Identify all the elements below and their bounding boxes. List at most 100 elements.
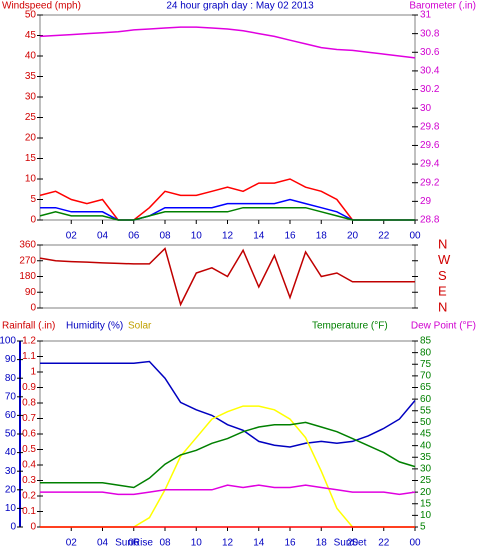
y2-tick-label: 29.4 [420,159,440,170]
series-line [40,421,416,489]
x-tick-label: 10 [191,538,203,549]
y-tick-label: 0.6 [22,429,36,440]
y2-tick-label: E [438,284,447,299]
y2-tick-label: 30.8 [420,28,440,39]
y2-tick-label: W [438,252,451,267]
y-tick-label: 0 [30,215,36,226]
plot-frame [39,14,416,221]
y2-tick-label: 85 [420,336,432,347]
x-tick-label: 06 [128,231,140,242]
y3-tick-label: 70 [5,391,17,402]
y2-tick-label: 15 [420,498,432,509]
x-tick-label: 10 [191,231,203,242]
y2-tick-label: 29 [420,196,432,207]
y-tick-label: 90 [25,287,37,298]
y3-tick-label: 40 [5,447,17,458]
y3-tick-label: 10 [5,503,17,514]
x-tick-label: 16 [284,538,296,549]
y2-tick-label: 45 [420,429,432,440]
y-tick-label: 0.8 [22,398,36,409]
y-tick-label: 1.1 [22,351,36,362]
dewpoint-label: Dew Point (°F) [411,321,476,332]
y-tick-label: 0.2 [22,491,36,502]
y2-tick-label: 55 [420,405,432,416]
solar-label: Solar [128,321,152,332]
y3-tick-label: 80 [5,373,17,384]
x-tick-label: 02 [66,231,78,242]
y3-tick-label: 100 [0,336,16,347]
series-line [39,206,415,221]
x-tick-label: 16 [284,231,296,242]
y2-tick-label: 70 [420,371,432,382]
temperature-label: Temperature (°F) [312,321,388,332]
y2-tick-label: 30.6 [420,47,440,58]
y3-tick-label: 0 [10,522,16,533]
y-tick-label: 20 [25,133,37,144]
y3-tick-label: 60 [5,410,17,421]
y-tick-label: 30 [25,92,37,103]
y-tick-label: 0.7 [22,413,36,424]
y2-tick-label: 75 [420,359,432,370]
y2-tick-label: S [438,268,447,283]
x-tick-label: 14 [253,538,265,549]
y3-tick-label: 20 [5,484,17,495]
y-tick-label: 0.4 [22,460,36,471]
y-tick-label: 360 [19,240,36,251]
y-tick-label: 25 [25,112,37,123]
y2-tick-label: 25 [420,475,432,486]
y2-tick-label: 35 [420,452,432,463]
y2-tick-label: 5 [420,522,426,533]
y2-tick-label: N [438,299,447,314]
y3-tick-label: 30 [5,466,17,477]
rainfall-label: Rainfall (.in) [2,321,55,332]
y2-tick-label: 20 [420,487,432,498]
y2-tick-label: 31 [420,10,432,21]
y2-tick-label: 30 [420,464,432,475]
y-tick-label: 40 [25,51,37,62]
y-tick-label: 5 [30,194,36,205]
series-line [39,247,415,307]
sunrise-label: SunRise [115,538,153,549]
y2-tick-label: 29.6 [420,140,440,151]
x-tick-label: 08 [159,231,171,242]
y3-tick-label: 50 [5,429,17,440]
y-tick-label: 1 [30,367,36,378]
y-tick-label: 0.3 [22,475,36,486]
x-tick-label: 18 [316,231,328,242]
y-tick-label: 45 [25,30,37,41]
x-tick-label: 18 [316,538,328,549]
sunset-label: SunSet [334,538,367,549]
y-tick-label: 35 [25,71,37,82]
y2-tick-label: 30.4 [420,66,440,77]
y2-tick-label: 65 [420,382,432,393]
y-tick-label: 50 [25,10,37,21]
y-tick-label: 270 [19,255,36,266]
y-tick-label: 1.2 [22,336,36,347]
y-tick-label: 0 [30,303,36,314]
series-line [40,360,416,448]
series-line [39,26,416,59]
y-tick-label: 10 [25,174,37,185]
x-tick-label: 22 [378,231,390,242]
windspeed-label: Windspeed (mph) [2,1,81,12]
x-tick-label: 00 [409,538,421,549]
x-tick-label: 14 [253,231,265,242]
barometer-label: Barometer (.in) [409,1,476,12]
x-tick-label: 20 [347,538,359,549]
x-tick-label: 04 [97,538,109,549]
x-tick-label: 12 [222,538,234,549]
plot-frame [39,340,416,528]
y-tick-label: 0.1 [22,506,36,517]
y2-tick-label: 50 [420,417,432,428]
x-tick-label: 04 [97,231,109,242]
y-tick-label: 180 [19,271,36,282]
y2-tick-label: 80 [420,347,432,358]
chart-title: 24 hour graph day : May 02 2013 [166,1,314,12]
y2-tick-label: 29.8 [420,121,440,132]
x-tick-label: 08 [159,538,171,549]
y2-tick-label: 29.2 [420,177,440,188]
y2-tick-label: 60 [420,394,432,405]
x-tick-label: 06 [128,538,140,549]
humidity-label: Humidity (%) [66,321,123,332]
